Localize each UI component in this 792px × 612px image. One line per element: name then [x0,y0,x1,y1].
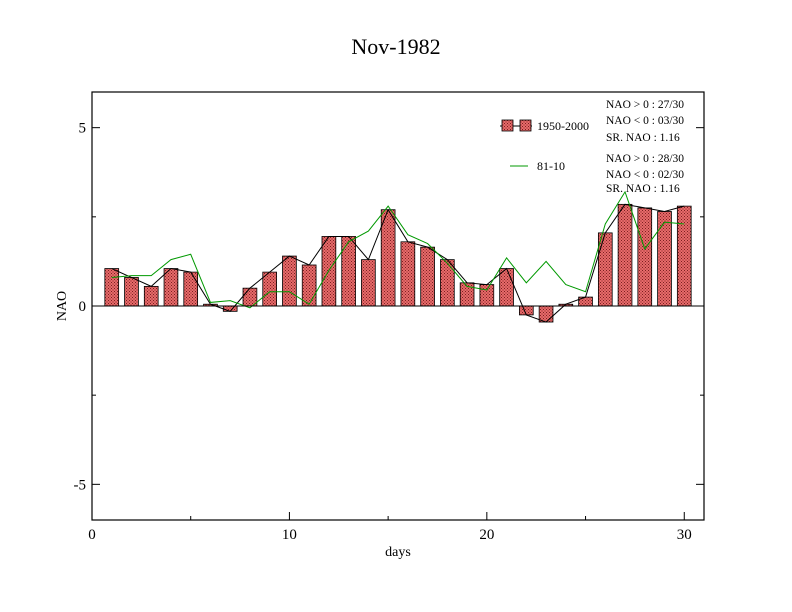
stat-line: NAO > 0 : 27/30 [606,99,684,111]
x-axis-label: days [385,545,411,560]
stats-1950-2000: NAO > 0 : 27/30 NAO < 0 : 03/30 SR. NAO … [606,99,684,144]
bar-day-22 [519,305,534,316]
bar-day-30 [676,205,692,307]
bars-1950-2000 [104,203,692,323]
bar-day-15 [380,209,396,307]
stat-line: NAO < 0 : 02/30 [606,169,684,181]
bar-day-23 [538,305,554,323]
bar-day-18 [440,259,455,307]
series-lines [111,190,685,323]
bar-day-5 [183,271,199,307]
x-tick-label: 30 [677,527,692,543]
x-tick-label: 20 [479,527,494,543]
bar-day-14 [361,259,376,307]
stat-line: SR. NAO : 1.16 [606,132,680,144]
y-axis-label: NAO [55,291,70,321]
bar-day-7 [222,305,238,312]
axis-ticks: 0 10 20 30 5 0 -5 [74,121,704,543]
bar-day-10 [282,255,297,307]
bar-day-11 [301,264,317,307]
bar-day-20 [479,284,495,307]
chart-title: Nov-1982 [351,34,440,59]
bar-day-27 [617,203,633,307]
bar-day-21 [499,268,514,307]
bar-day-16 [400,241,416,307]
bar-day-3 [143,285,159,307]
bar-day-13 [341,236,356,307]
y-tick-label: -5 [74,477,87,493]
x-tick-label: 10 [282,527,297,543]
legend-label-1950-2000: 1950-2000 [537,119,589,133]
legend-swatch-1950-2000-b [519,119,532,132]
bar-day-29 [657,211,672,307]
bar-day-9 [262,271,277,307]
bar-day-17 [420,246,435,307]
y-tick-label: 5 [79,121,87,137]
stats-81-10: NAO > 0 : 28/30 NAO < 0 : 02/30 SR. NAO … [606,153,684,195]
legend-swatch-1950-2000-a [501,119,514,132]
bar-day-26 [597,232,613,307]
bar-day-1 [104,268,120,307]
x-tick-label: 0 [88,527,96,543]
legend: 1950-2000 81-10 [500,119,589,173]
bar-day-2 [124,277,139,307]
bar-day-28 [637,207,653,307]
stat-line: NAO < 0 : 03/30 [606,115,684,127]
line-series-1950-2000 [111,203,685,323]
y-tick-label: 0 [79,299,87,315]
stat-line: SR. NAO : 1.16 [606,183,680,195]
line-series-81-10 [111,190,685,309]
legend-label-81-10: 81-10 [537,159,565,173]
bar-day-4 [163,268,179,307]
stat-line: NAO > 0 : 28/30 [606,153,684,165]
